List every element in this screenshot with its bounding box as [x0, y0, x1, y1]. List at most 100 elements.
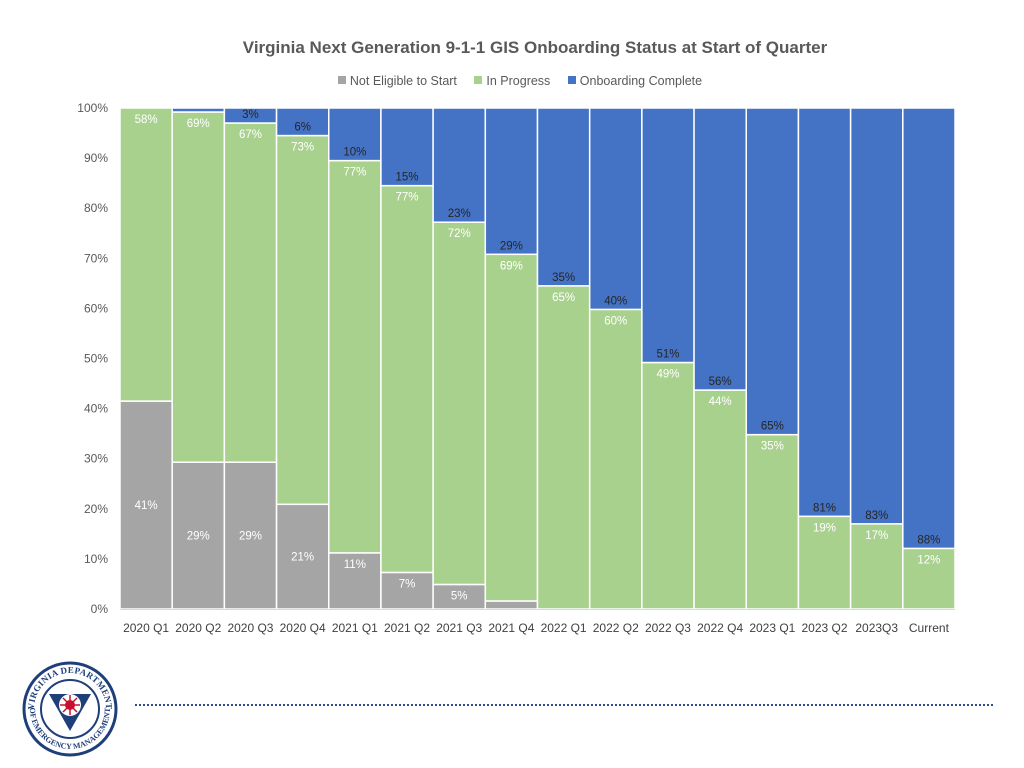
data-label-in-progress-5: 77% [396, 192, 419, 204]
data-label-complete-15: 88% [917, 534, 940, 546]
data-label-in-progress-15: 12% [917, 554, 940, 566]
data-label-in-progress-2: 67% [239, 129, 262, 141]
bar-in-progress-7 [484, 253, 539, 602]
bar-complete-5 [380, 107, 434, 187]
data-label-complete-11: 56% [709, 376, 732, 388]
x-tick-label-7: 2021 Q4 [488, 621, 534, 635]
bar-complete-9 [588, 107, 643, 311]
data-label-in-progress-6: 72% [448, 228, 471, 240]
bar-complete-7 [484, 107, 539, 256]
bar-in-progress-6 [432, 221, 487, 586]
data-label-complete-2: 3% [242, 109, 259, 121]
bar-in-progress-0 [119, 107, 173, 402]
x-tick-label-0: 2020 Q1 [123, 621, 169, 635]
bar-not-eligible-7 [484, 600, 539, 610]
data-label-complete-13: 81% [813, 502, 836, 514]
bar-complete-14 [849, 107, 904, 525]
data-label-complete-7: 29% [500, 240, 523, 252]
x-tick-label-13: 2023 Q2 [802, 621, 848, 635]
x-tick-label-12: 2023 Q1 [749, 621, 795, 635]
y-tick-label-3: 30% [84, 452, 108, 466]
legend-swatch-not-eligible [337, 76, 346, 84]
data-label-in-progress-0: 58% [135, 114, 158, 126]
y-tick-label-9: 90% [84, 151, 108, 165]
data-label-in-progress-8: 65% [552, 292, 575, 304]
data-label-complete-4: 10% [343, 147, 366, 159]
x-tick-label-10: 2022 Q3 [645, 621, 691, 635]
x-tick-label-9: 2022 Q2 [593, 621, 639, 635]
bar-in-progress-9 [588, 308, 643, 610]
legend-label-onboarding-complete: Onboarding Complete [579, 74, 703, 88]
data-label-in-progress-11: 44% [709, 396, 732, 408]
legend-swatch-onboarding-complete [567, 76, 576, 84]
bar-complete-6 [432, 107, 487, 223]
data-label-in-progress-3: 73% [291, 142, 314, 154]
data-label-not-eligible-6: 5% [451, 590, 468, 602]
y-tick-label-1: 10% [84, 552, 108, 566]
bar-in-progress-10 [641, 361, 695, 610]
y-tick-label-8: 80% [84, 201, 108, 215]
bar-in-progress-11 [693, 389, 747, 610]
y-tick-label-6: 60% [84, 301, 108, 315]
data-label-not-eligible-2: 29% [239, 531, 262, 543]
bar-in-progress-4 [328, 159, 382, 554]
y-tick-label-5: 50% [84, 352, 108, 366]
legend-label-in-progress: In Progress [486, 74, 551, 88]
data-label-complete-5: 15% [396, 172, 419, 184]
x-tick-label-4: 2021 Q1 [332, 621, 378, 635]
x-tick-label-11: 2022 Q4 [697, 621, 743, 635]
x-tick-label-2: 2020 Q3 [227, 621, 273, 635]
bar-complete-13 [797, 107, 852, 518]
data-label-in-progress-7: 69% [500, 260, 523, 272]
data-label-complete-9: 40% [604, 295, 627, 307]
data-label-complete-10: 51% [656, 349, 679, 361]
x-tick-label-6: 2021 Q3 [436, 621, 482, 635]
chart-title: Virginia Next Generation 9-1-1 GIS Onboa… [242, 38, 828, 57]
legend-item-onboarding-complete: Onboarding Complete [567, 74, 703, 88]
x-tick-label-15: Current [909, 621, 950, 635]
bar-in-progress-1 [171, 111, 226, 463]
vdem-logo: VIRGINIA DEPARTMENT OF EMERGENCY MANAGEM… [22, 661, 118, 757]
legend-item-not-eligible: Not Eligible to Start [337, 74, 457, 88]
legend-swatch-in-progress [474, 76, 483, 84]
legend-item-in-progress: In Progress [474, 74, 550, 88]
bar-complete-8 [536, 107, 591, 287]
data-label-complete-12: 65% [761, 421, 784, 433]
data-label-in-progress-14: 17% [865, 530, 888, 542]
stacked-bar-chart: 0% 10% 20% 30% 40% 50% 60% 70% 80% 90% 100% 41% 58% 2… [77, 101, 956, 635]
bar-in-progress-3 [275, 134, 330, 506]
data-label-not-eligible-5: 7% [399, 578, 416, 590]
bar-in-progress-5 [380, 184, 434, 574]
bar-in-progress-2 [223, 122, 278, 463]
logo-rays [60, 695, 80, 715]
footer-divider [135, 704, 993, 706]
data-label-complete-8: 35% [552, 272, 575, 284]
x-tick-label-5: 2021 Q2 [384, 621, 430, 635]
x-tick-label-1: 2020 Q2 [175, 621, 221, 635]
bar-complete-3 [275, 107, 330, 137]
x-tick-label-8: 2022 Q1 [541, 621, 587, 635]
bar-complete-11 [693, 107, 747, 391]
y-tick-label-7: 70% [84, 251, 108, 265]
data-label-in-progress-4: 77% [343, 167, 366, 179]
bar-not-eligible-3 [275, 503, 330, 610]
data-label-not-eligible-0: 41% [135, 500, 158, 512]
data-label-not-eligible-1: 29% [187, 531, 210, 543]
legend: Not Eligible to Start In Progress Onboar… [0, 74, 1024, 88]
data-label-in-progress-1: 69% [187, 118, 210, 130]
data-label-complete-3: 6% [294, 122, 311, 134]
bar-in-progress-14 [849, 523, 904, 610]
x-tick-label-14: 2023Q3 [855, 621, 898, 635]
data-label-in-progress-13: 19% [813, 522, 836, 534]
bar-complete-12 [745, 107, 800, 436]
data-label-complete-14: 83% [865, 510, 888, 522]
y-tick-label-10: 100% [77, 101, 108, 115]
data-label-in-progress-9: 60% [604, 315, 627, 327]
data-label-in-progress-10: 49% [656, 369, 679, 381]
bar-complete-4 [328, 107, 382, 162]
bar-complete-15 [902, 107, 956, 550]
y-tick-label-4: 40% [84, 402, 108, 416]
bar-in-progress-12 [745, 433, 800, 610]
bar-in-progress-15 [902, 547, 956, 610]
y-tick-label-0: 0% [91, 602, 109, 616]
